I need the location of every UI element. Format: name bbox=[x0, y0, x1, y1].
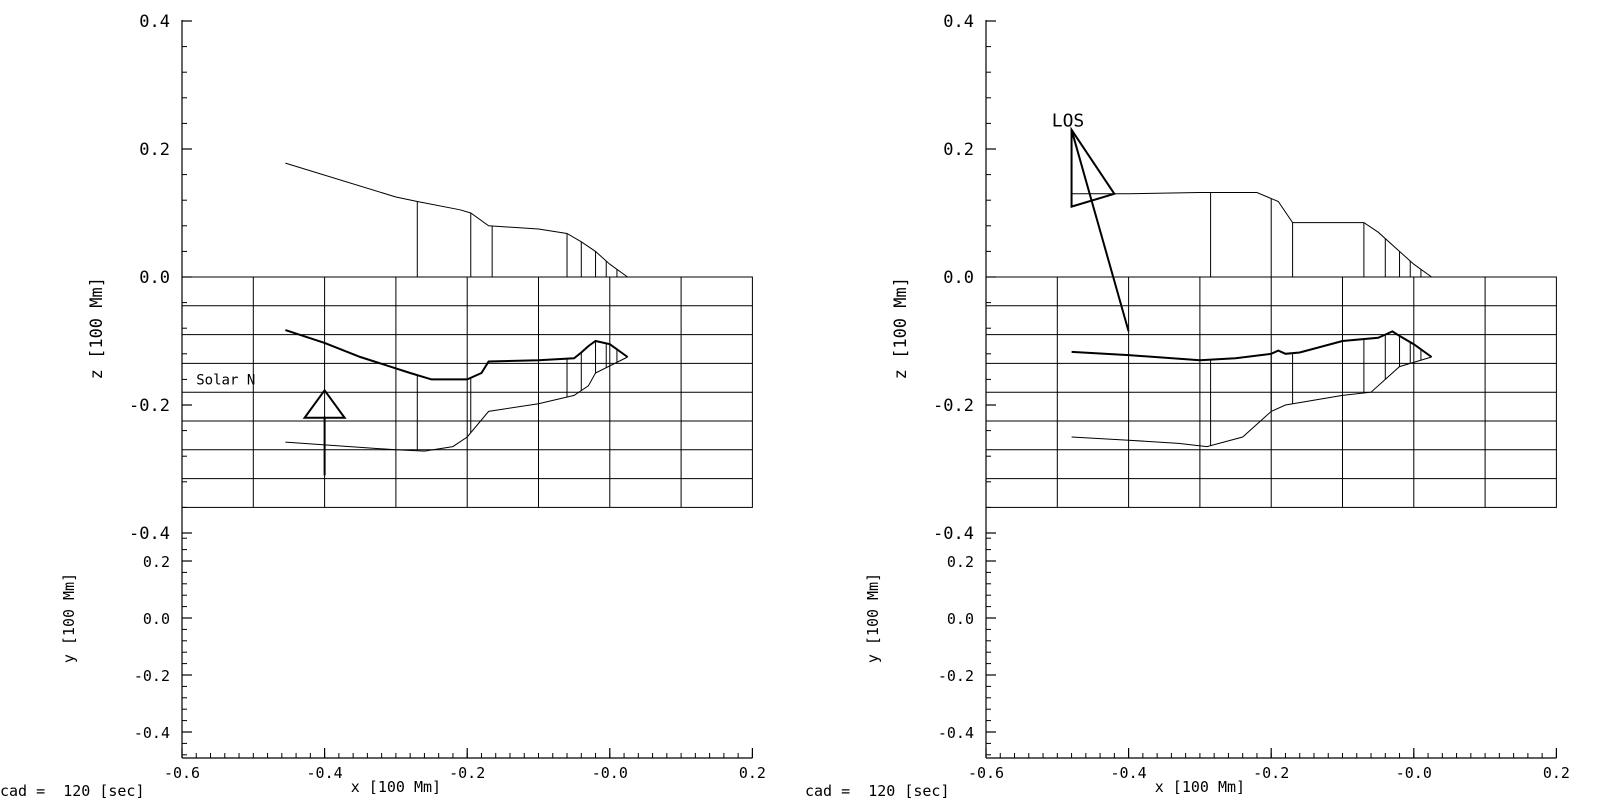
left-thick-line bbox=[285, 329, 629, 381]
right-x-axis-label: x [100 Mm] bbox=[1155, 778, 1245, 796]
cadence-label-right: cad = 120 [sec] bbox=[805, 782, 950, 800]
right-z-tick-label: 0.2 bbox=[943, 140, 974, 160]
left-x-tick-label: -0.6 bbox=[164, 764, 200, 782]
right-x-tick-label: -0.4 bbox=[1111, 764, 1147, 782]
left-y-tick-label: -0.2 bbox=[134, 667, 170, 685]
right-thick-line bbox=[1071, 330, 1433, 362]
right-x-tick-label: -0.6 bbox=[968, 764, 1004, 782]
solar-n-label: Solar N bbox=[196, 373, 255, 389]
right-x-tick-label: 0.2 bbox=[1543, 764, 1570, 782]
los-label: LOS bbox=[1052, 111, 1085, 132]
left-y-tick-label: 0.2 bbox=[143, 553, 170, 571]
left-z-tick-label: 0.4 bbox=[139, 12, 170, 32]
left-top-profile-line bbox=[285, 162, 628, 278]
right-y-tick-label: 0.2 bbox=[947, 553, 974, 571]
right-x-tick-label: -0.0 bbox=[1396, 764, 1432, 782]
left-y-tick-label: 0.0 bbox=[143, 610, 170, 628]
left-x-tick-label: 0.2 bbox=[739, 764, 766, 782]
left-y-axis-label: y [100 Mm] bbox=[60, 573, 78, 663]
left-z-tick-label: 0.2 bbox=[139, 140, 170, 160]
left-z-tick-label: -0.4 bbox=[129, 524, 170, 544]
cadence-label-left: cad = 120 [sec] bbox=[0, 782, 145, 800]
right-z-tick-label: -0.2 bbox=[933, 396, 974, 416]
right-z-tick-label: 0.4 bbox=[943, 12, 974, 32]
left-bottom-profile-line bbox=[285, 356, 628, 452]
right-z-tick-label: -0.4 bbox=[933, 524, 974, 544]
left-x-tick-label: -0.4 bbox=[307, 764, 343, 782]
right-x-tick-label: -0.2 bbox=[1253, 764, 1289, 782]
left-z-tick-label: -0.2 bbox=[129, 396, 170, 416]
right-y-axis-label: y [100 Mm] bbox=[864, 573, 882, 663]
left-x-tick-label: -0.0 bbox=[592, 764, 628, 782]
solar-n-arrow-head bbox=[302, 388, 347, 419]
left-z-axis-label: z [100 Mm] bbox=[87, 277, 107, 379]
los-line bbox=[1070, 129, 1130, 332]
right-y-tick-label: 0.0 bbox=[947, 610, 974, 628]
left-x-tick-label: -0.2 bbox=[449, 764, 485, 782]
los-arrow-head bbox=[1070, 126, 1116, 208]
left-z-tick-label: 0.0 bbox=[139, 268, 170, 288]
right-y-tick-label: -0.2 bbox=[938, 667, 974, 685]
right-top-profile-line bbox=[1071, 192, 1432, 278]
left-x-axis-label: x [100 Mm] bbox=[351, 778, 441, 796]
right-bottom-profile-line bbox=[1071, 356, 1432, 448]
right-z-axis-label: z [100 Mm] bbox=[891, 277, 911, 379]
right-z-tick-label: 0.0 bbox=[943, 268, 974, 288]
right-y-tick-label: -0.4 bbox=[938, 724, 974, 742]
left-y-tick-label: -0.4 bbox=[134, 724, 170, 742]
